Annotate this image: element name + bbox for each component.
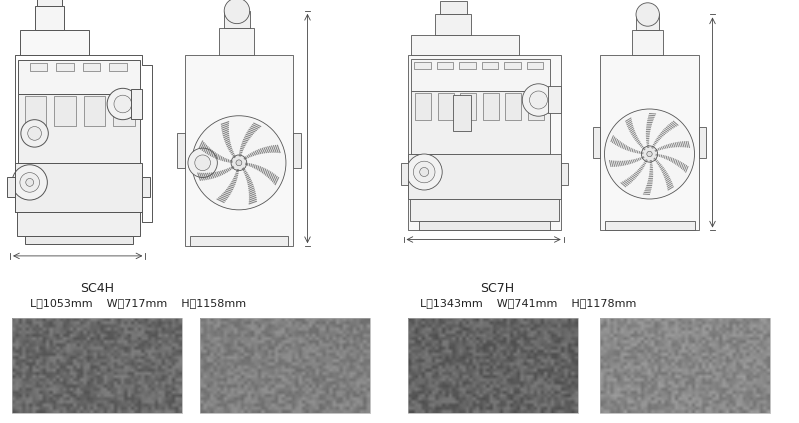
Bar [699, 127, 706, 159]
Bar [460, 93, 476, 120]
Bar [482, 62, 498, 69]
Bar [439, 1, 467, 14]
Circle shape [28, 126, 42, 140]
Circle shape [642, 146, 658, 162]
Bar [225, 11, 249, 27]
Circle shape [413, 161, 435, 183]
Circle shape [236, 160, 242, 166]
Bar [25, 236, 133, 244]
Bar [401, 163, 408, 186]
Circle shape [647, 151, 652, 157]
Bar [34, 6, 64, 30]
Bar [411, 91, 551, 154]
Circle shape [636, 3, 659, 26]
Circle shape [188, 148, 217, 178]
Circle shape [225, 0, 249, 24]
Bar [177, 133, 185, 168]
Bar [56, 63, 74, 71]
Circle shape [231, 155, 247, 170]
Circle shape [21, 120, 48, 147]
Circle shape [605, 109, 694, 199]
Circle shape [523, 84, 555, 116]
Bar [219, 27, 253, 55]
Bar [527, 93, 544, 120]
Bar [411, 60, 551, 91]
Bar [631, 30, 663, 55]
Bar [505, 93, 522, 120]
Bar [593, 127, 600, 159]
Text: L：1343mm    W：741mm    H：1178mm: L：1343mm W：741mm H：1178mm [420, 298, 636, 308]
Bar [30, 63, 47, 71]
Bar [415, 62, 431, 69]
Circle shape [530, 91, 547, 109]
Text: SC7H: SC7H [480, 282, 514, 295]
Bar [504, 62, 520, 69]
Bar [408, 154, 561, 199]
Circle shape [20, 173, 39, 192]
Circle shape [406, 154, 442, 190]
Bar [131, 89, 142, 119]
Bar [84, 96, 105, 126]
Circle shape [419, 168, 429, 176]
Circle shape [12, 165, 47, 200]
Bar [20, 30, 89, 55]
Circle shape [26, 179, 34, 186]
Bar [17, 212, 141, 236]
Bar [7, 178, 15, 197]
Bar [600, 318, 770, 413]
Bar [408, 318, 578, 413]
Bar [410, 199, 559, 222]
Bar [605, 222, 694, 231]
Bar [12, 318, 182, 413]
Bar [415, 93, 431, 120]
Bar [437, 62, 453, 69]
Bar [411, 35, 519, 55]
Bar [54, 96, 76, 126]
Bar [419, 222, 551, 231]
Bar [109, 63, 127, 71]
Bar [292, 133, 300, 168]
Bar [25, 96, 46, 126]
Bar [453, 96, 471, 132]
Bar [438, 93, 454, 120]
Bar [408, 55, 561, 231]
Bar [37, 0, 62, 6]
Text: SC4H: SC4H [80, 282, 114, 295]
Bar [561, 163, 568, 186]
Bar [483, 93, 499, 120]
Circle shape [107, 88, 138, 120]
Bar [527, 62, 543, 69]
Bar [200, 318, 370, 413]
Bar [185, 55, 292, 246]
Bar [142, 178, 150, 197]
Bar [600, 55, 699, 231]
Bar [435, 14, 471, 35]
Circle shape [114, 95, 132, 113]
Bar [82, 63, 100, 71]
Bar [459, 62, 475, 69]
Bar [18, 94, 141, 163]
Bar [190, 236, 288, 246]
Text: L：1053mm    W：717mm    H：1158mm: L：1053mm W：717mm H：1158mm [30, 298, 246, 308]
Bar [636, 14, 659, 30]
Bar [547, 86, 561, 113]
Bar [15, 163, 142, 212]
Bar [18, 60, 141, 94]
Circle shape [195, 155, 210, 170]
Bar [113, 96, 134, 126]
Circle shape [192, 116, 286, 210]
